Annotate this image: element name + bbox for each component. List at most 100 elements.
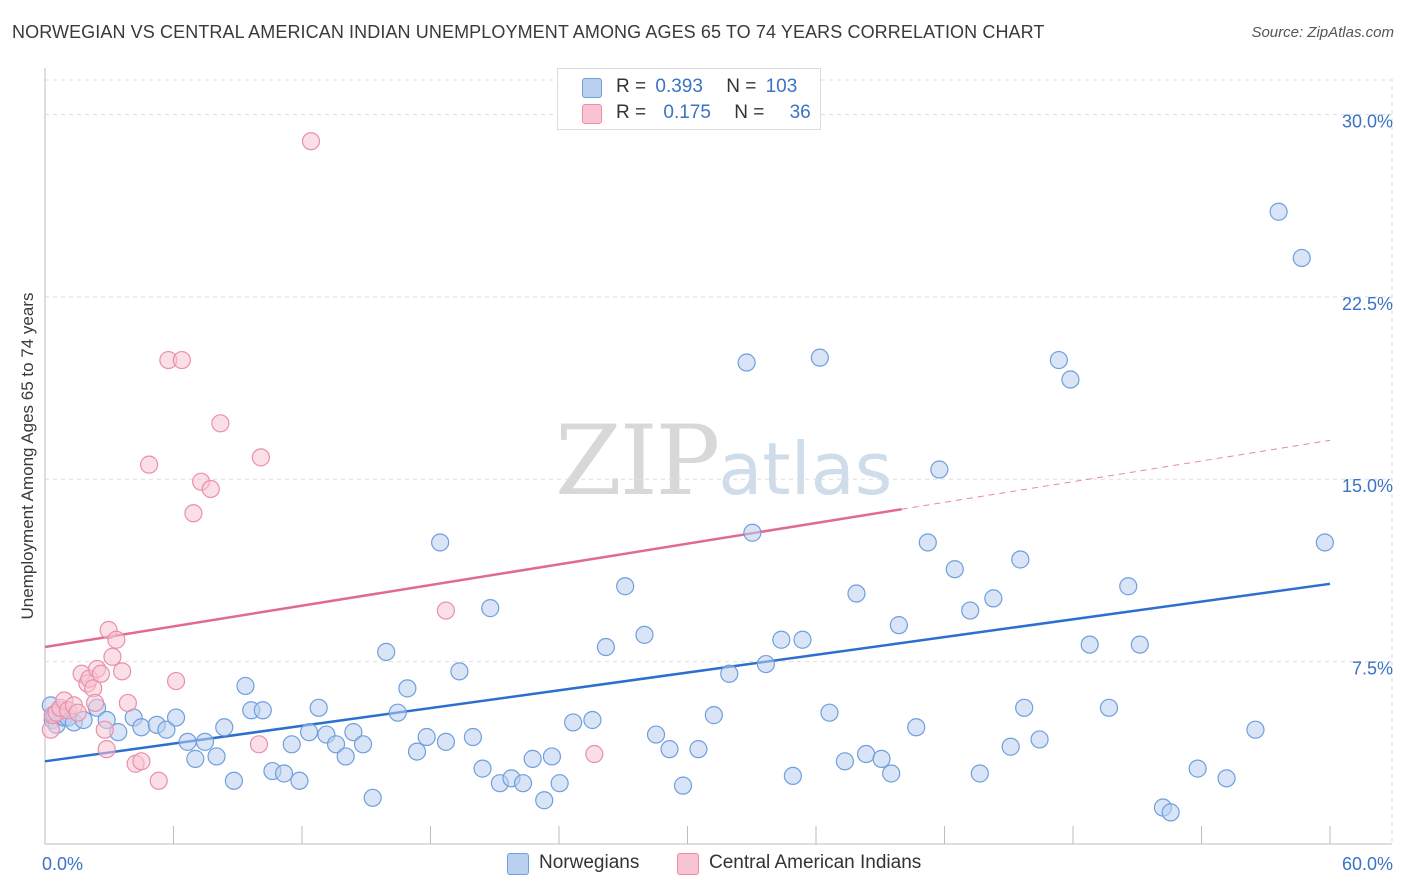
tick-labels: 7.5% 15.0% 22.5% 30.0% 0.0% 60.0% [42, 111, 1393, 874]
watermark: ZIPatlas [555, 405, 892, 517]
point-norwegians [132, 718, 151, 737]
point-norwegians [1161, 803, 1180, 822]
point-norwegians [1130, 635, 1149, 654]
point-central-american-indians [91, 664, 110, 683]
point-central-american-indians [112, 662, 132, 681]
point-central-american-indians [97, 740, 116, 759]
point-norwegians [1049, 350, 1068, 370]
point-central-american-indians [107, 630, 126, 649]
point-norwegians [820, 703, 839, 722]
point-norwegians [737, 353, 756, 372]
r-label: R = [616, 102, 647, 123]
point-norwegians [720, 664, 739, 683]
r-label: R = [616, 76, 647, 97]
point-norwegians [253, 701, 272, 720]
point-central-american-indians [139, 455, 159, 474]
point-norwegians [743, 523, 762, 542]
point-central-american-indians [86, 693, 105, 713]
trend-line-extension-central-american-indians [901, 439, 1331, 510]
point-norwegians [1001, 737, 1020, 756]
point-central-american-indians [251, 448, 270, 467]
point-norwegians [646, 725, 666, 744]
trend-line-central-american-indians [44, 507, 902, 649]
point-norwegians [523, 749, 542, 768]
gridlines [45, 78, 1393, 844]
point-norwegians [542, 747, 562, 766]
swatch-norwegians [507, 853, 529, 875]
point-norwegians [1030, 730, 1049, 749]
point-central-american-indians [436, 601, 456, 620]
point-norwegians [872, 749, 891, 768]
series-legend: Norwegians Central American Indians [0, 850, 1406, 880]
point-norwegians [436, 732, 456, 751]
axes [44, 68, 1392, 845]
point-norwegians [961, 601, 980, 620]
point-norwegians [236, 676, 255, 696]
point-norwegians [290, 771, 309, 790]
point-norwegians [336, 747, 355, 766]
point-norwegians [689, 740, 708, 759]
point-norwegians [417, 727, 436, 747]
point-central-american-indians [172, 350, 191, 370]
point-norwegians [793, 630, 812, 649]
stats-legend: R = 0.393 N = 103 R = 0.175 N = 36 [557, 68, 821, 130]
swatch-central-american-indians [677, 853, 699, 875]
point-norwegians [309, 698, 328, 717]
y-tick-label: 30.0% [1342, 111, 1393, 131]
point-norwegians [274, 764, 294, 783]
point-norwegians [178, 732, 197, 751]
point-norwegians [970, 764, 989, 783]
point-norwegians [215, 718, 234, 737]
point-norwegians [1015, 698, 1034, 717]
point-norwegians [1217, 769, 1236, 788]
point-norwegians [1246, 720, 1265, 739]
point-central-american-indians [166, 671, 186, 691]
point-norwegians [186, 749, 205, 768]
watermark-zip: ZIP [555, 405, 720, 517]
r-value: 0.175 [663, 102, 711, 123]
point-norwegians [1011, 550, 1030, 569]
point-norwegians [835, 752, 855, 771]
point-central-american-indians [95, 720, 114, 739]
point-norwegians [224, 771, 243, 790]
point-norwegians [166, 708, 186, 727]
point-norwegians [918, 533, 937, 552]
point-norwegians [377, 642, 396, 661]
point-norwegians [363, 788, 382, 807]
point-norwegians [635, 625, 654, 644]
point-central-american-indians [149, 771, 168, 790]
watermark-atlas: atlas [718, 427, 893, 511]
legend-label: Central American Indians [709, 852, 922, 873]
point-norwegians [673, 776, 693, 795]
point-norwegians [407, 742, 427, 761]
point-norwegians [930, 460, 949, 479]
source-credit: Source: ZipAtlas.com [1251, 24, 1394, 41]
point-norwegians [513, 774, 533, 793]
point-norwegians [353, 735, 373, 754]
point-norwegians [847, 584, 866, 603]
point-norwegians [616, 577, 635, 596]
point-norwegians [398, 679, 417, 698]
swatch-central-american-indians [582, 104, 602, 124]
point-norwegians [596, 637, 616, 657]
point-norwegians [195, 732, 215, 751]
point-norwegians [907, 718, 926, 737]
trend-line-norwegians [44, 582, 1331, 763]
x-tick-label-max: 60.0% [1342, 854, 1393, 874]
point-norwegians [282, 735, 301, 754]
point-norwegians [463, 727, 483, 747]
point-norwegians [388, 703, 407, 722]
point-norwegians [535, 791, 554, 810]
legend-label: Norwegians [539, 852, 640, 873]
point-central-american-indians [211, 414, 230, 433]
x-tick-label-min: 0.0% [42, 854, 83, 874]
point-norwegians [772, 630, 791, 649]
point-central-american-indians [184, 504, 203, 523]
point-central-american-indians [68, 703, 87, 722]
point-central-american-indians [201, 479, 220, 499]
point-norwegians [660, 740, 679, 759]
point-norwegians [1292, 248, 1311, 268]
point-norwegians [431, 533, 450, 552]
point-norwegians [1188, 759, 1207, 778]
